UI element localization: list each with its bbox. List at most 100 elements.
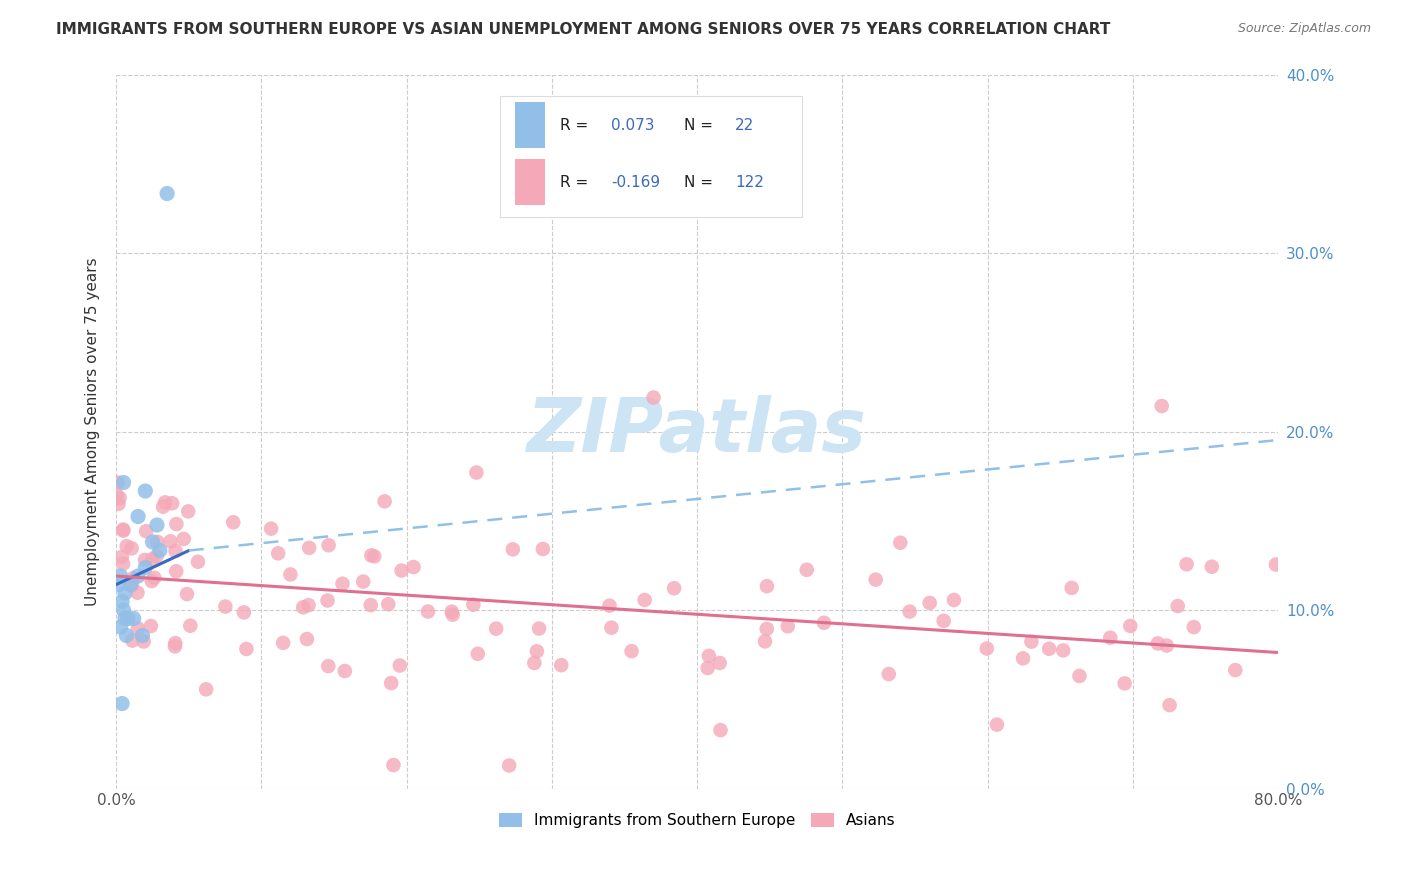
Point bbox=[932, 614, 955, 628]
Point bbox=[146, 518, 169, 533]
Point bbox=[382, 758, 405, 772]
Point bbox=[108, 491, 131, 505]
Point bbox=[173, 532, 195, 546]
Point bbox=[120, 577, 142, 591]
Point bbox=[1069, 669, 1091, 683]
Point bbox=[360, 598, 382, 612]
Point bbox=[107, 497, 129, 511]
Point bbox=[165, 516, 187, 531]
Point bbox=[388, 658, 411, 673]
Legend: Immigrants from Southern Europe, Asians: Immigrants from Southern Europe, Asians bbox=[492, 807, 901, 834]
Point bbox=[114, 611, 136, 625]
Point bbox=[114, 586, 136, 600]
Point bbox=[643, 391, 665, 405]
Point bbox=[485, 622, 508, 636]
Point bbox=[463, 598, 485, 612]
Point bbox=[776, 619, 799, 633]
Point bbox=[333, 664, 356, 678]
Point bbox=[1201, 559, 1223, 574]
Point bbox=[127, 569, 149, 583]
Text: ZIPatlas: ZIPatlas bbox=[527, 395, 868, 468]
Point bbox=[620, 644, 643, 658]
Point bbox=[134, 553, 156, 567]
Point bbox=[796, 563, 818, 577]
Point bbox=[298, 541, 321, 555]
Point bbox=[115, 628, 138, 642]
Point bbox=[112, 475, 135, 490]
Point bbox=[316, 593, 339, 607]
Point bbox=[380, 676, 402, 690]
Point bbox=[696, 661, 718, 675]
Point bbox=[105, 488, 128, 502]
Point bbox=[145, 549, 167, 564]
Point bbox=[441, 607, 464, 622]
Point bbox=[755, 579, 778, 593]
Point bbox=[502, 542, 524, 557]
Point bbox=[377, 597, 399, 611]
Point bbox=[260, 522, 283, 536]
Point bbox=[1156, 639, 1178, 653]
Point bbox=[662, 581, 685, 595]
Point bbox=[142, 535, 165, 549]
Point bbox=[152, 500, 174, 514]
Point bbox=[1182, 620, 1205, 634]
Point bbox=[134, 483, 156, 498]
Point bbox=[159, 534, 181, 549]
Point bbox=[153, 495, 176, 509]
Point bbox=[280, 567, 302, 582]
Point bbox=[1146, 636, 1168, 650]
Point bbox=[1012, 651, 1035, 665]
Point bbox=[318, 538, 340, 552]
Point bbox=[550, 658, 572, 673]
Point bbox=[214, 599, 236, 614]
Point bbox=[165, 544, 187, 558]
Point bbox=[986, 717, 1008, 731]
Point bbox=[121, 578, 143, 592]
Point bbox=[1119, 619, 1142, 633]
Point bbox=[112, 524, 135, 538]
Point bbox=[416, 605, 439, 619]
Point bbox=[134, 560, 156, 574]
Point bbox=[1052, 643, 1074, 657]
Point bbox=[318, 659, 340, 673]
Point bbox=[111, 594, 134, 608]
Point bbox=[111, 697, 134, 711]
Point bbox=[755, 622, 778, 636]
Point bbox=[1264, 558, 1286, 572]
Point bbox=[127, 621, 149, 635]
Point bbox=[179, 618, 201, 632]
Point bbox=[131, 628, 153, 642]
Point bbox=[143, 571, 166, 585]
Point bbox=[877, 667, 900, 681]
Point bbox=[232, 606, 254, 620]
Point bbox=[132, 634, 155, 648]
Point bbox=[165, 564, 187, 578]
Point bbox=[110, 620, 132, 634]
Point bbox=[465, 466, 488, 480]
Point bbox=[402, 560, 425, 574]
Point bbox=[112, 603, 135, 617]
Point bbox=[918, 596, 941, 610]
Point bbox=[531, 541, 554, 556]
Text: IMMIGRANTS FROM SOUTHERN EUROPE VS ASIAN UNEMPLOYMENT AMONG SENIORS OVER 75 YEAR: IMMIGRANTS FROM SOUTHERN EUROPE VS ASIAN… bbox=[56, 22, 1111, 37]
Point bbox=[107, 475, 129, 490]
Point bbox=[598, 599, 620, 613]
Point bbox=[1099, 631, 1122, 645]
Point bbox=[149, 543, 172, 558]
Point bbox=[440, 605, 463, 619]
Text: Source: ZipAtlas.com: Source: ZipAtlas.com bbox=[1237, 22, 1371, 36]
Point bbox=[360, 549, 382, 563]
Point bbox=[865, 573, 887, 587]
Point bbox=[1175, 558, 1198, 572]
Point bbox=[115, 539, 138, 553]
Point bbox=[391, 564, 413, 578]
Point bbox=[976, 641, 998, 656]
Point bbox=[195, 682, 218, 697]
Point bbox=[292, 600, 315, 615]
Y-axis label: Unemployment Among Seniors over 75 years: Unemployment Among Seniors over 75 years bbox=[86, 257, 100, 606]
Point bbox=[141, 552, 163, 566]
Point bbox=[108, 577, 131, 591]
Point bbox=[709, 723, 731, 738]
Point bbox=[526, 644, 548, 658]
Point bbox=[697, 648, 720, 663]
